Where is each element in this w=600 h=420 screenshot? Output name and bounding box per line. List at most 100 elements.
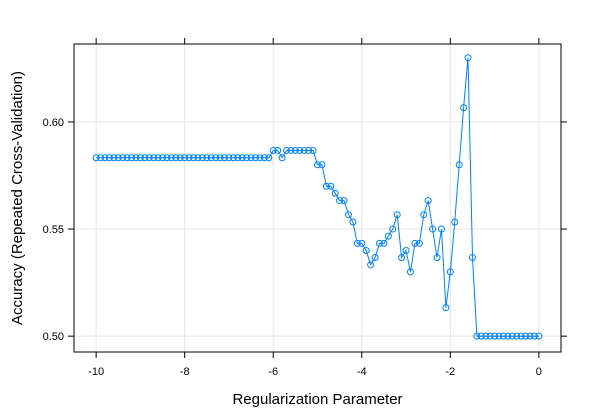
data-point bbox=[464, 54, 472, 62]
data-point bbox=[278, 154, 286, 162]
data-point bbox=[216, 154, 224, 162]
data-point bbox=[486, 332, 494, 340]
data-point bbox=[283, 146, 291, 154]
data-point bbox=[110, 154, 118, 162]
data-point bbox=[460, 104, 468, 112]
data-point bbox=[420, 211, 428, 219]
data-point bbox=[119, 154, 127, 162]
data-point bbox=[221, 154, 229, 162]
data-point bbox=[504, 332, 512, 340]
x-tick-label: -8 bbox=[180, 366, 190, 378]
data-point bbox=[163, 154, 171, 162]
data-point bbox=[429, 225, 437, 233]
data-point bbox=[300, 146, 308, 154]
data-point bbox=[132, 154, 140, 162]
data-point bbox=[305, 146, 313, 154]
data-point bbox=[114, 154, 122, 162]
data-point bbox=[499, 332, 507, 340]
data-point bbox=[229, 154, 237, 162]
data-point bbox=[185, 154, 193, 162]
x-axis-title: Regularization Parameter bbox=[232, 391, 402, 408]
data-point bbox=[123, 154, 131, 162]
data-point bbox=[495, 332, 503, 340]
data-point bbox=[522, 332, 530, 340]
data-point bbox=[105, 154, 113, 162]
data-point bbox=[327, 182, 335, 190]
data-point bbox=[207, 154, 215, 162]
data-point bbox=[411, 239, 419, 247]
data-point bbox=[473, 332, 481, 340]
data-point bbox=[344, 211, 352, 219]
data-point bbox=[322, 182, 330, 190]
y-tick-label: 0.50 bbox=[43, 331, 64, 343]
data-point bbox=[358, 239, 366, 247]
series-line bbox=[96, 57, 539, 337]
axis-ticks: -10 -8 -6 -4 -2 0 0.50 0.55 0.60 bbox=[43, 38, 567, 378]
x-tick-label: -10 bbox=[88, 366, 104, 378]
data-point bbox=[340, 197, 348, 205]
data-point bbox=[291, 146, 299, 154]
data-point bbox=[256, 154, 264, 162]
data-point bbox=[336, 197, 344, 205]
data-point bbox=[477, 332, 485, 340]
data-point bbox=[371, 254, 379, 262]
data-point bbox=[442, 304, 450, 312]
y-tick-label: 0.60 bbox=[43, 117, 64, 129]
data-point bbox=[398, 254, 406, 262]
y-axis-title: Accuracy (Repeated Cross-Validation) bbox=[9, 71, 26, 325]
data-point bbox=[468, 254, 476, 262]
data-point bbox=[296, 146, 304, 154]
data-point bbox=[172, 154, 180, 162]
data-point bbox=[375, 239, 383, 247]
data-point bbox=[225, 154, 233, 162]
data-point bbox=[247, 154, 255, 162]
data-point bbox=[451, 218, 459, 226]
data-point bbox=[97, 154, 105, 162]
data-point bbox=[194, 154, 202, 162]
data-point bbox=[154, 154, 162, 162]
data-point bbox=[176, 154, 184, 162]
data-point bbox=[269, 146, 277, 154]
data-point bbox=[101, 154, 109, 162]
data-point bbox=[384, 232, 392, 240]
data-point bbox=[380, 239, 388, 247]
data-point bbox=[212, 154, 220, 162]
data-point bbox=[145, 154, 153, 162]
data-point bbox=[260, 154, 268, 162]
data-point bbox=[314, 161, 321, 169]
data-point bbox=[243, 154, 251, 162]
data-point bbox=[433, 254, 441, 262]
data-point bbox=[530, 332, 538, 340]
data-point bbox=[393, 211, 401, 219]
plot-frame bbox=[73, 43, 562, 353]
data-point bbox=[159, 154, 167, 162]
data-point bbox=[198, 154, 206, 162]
data-point bbox=[535, 332, 543, 340]
x-tick-label: 0 bbox=[536, 366, 542, 378]
data-point bbox=[482, 332, 490, 340]
data-point bbox=[367, 261, 375, 269]
data-point bbox=[181, 154, 189, 162]
x-tick-label: -6 bbox=[268, 366, 278, 378]
grid-lines bbox=[74, 44, 561, 352]
data-point bbox=[513, 332, 521, 340]
data-point bbox=[353, 239, 361, 247]
data-point bbox=[517, 332, 525, 340]
data-point bbox=[167, 154, 175, 162]
series-group bbox=[92, 54, 543, 340]
data-point bbox=[141, 154, 149, 162]
data-point bbox=[349, 218, 357, 226]
data-point bbox=[203, 154, 211, 162]
data-point bbox=[136, 154, 144, 162]
data-point bbox=[446, 268, 454, 276]
data-point bbox=[252, 154, 260, 162]
x-tick-label: -2 bbox=[445, 366, 455, 378]
data-point bbox=[508, 332, 516, 340]
data-point bbox=[265, 154, 273, 162]
data-point bbox=[455, 161, 463, 169]
data-point bbox=[526, 332, 534, 340]
data-point bbox=[234, 154, 242, 162]
data-point bbox=[389, 225, 397, 233]
data-point bbox=[331, 189, 339, 197]
